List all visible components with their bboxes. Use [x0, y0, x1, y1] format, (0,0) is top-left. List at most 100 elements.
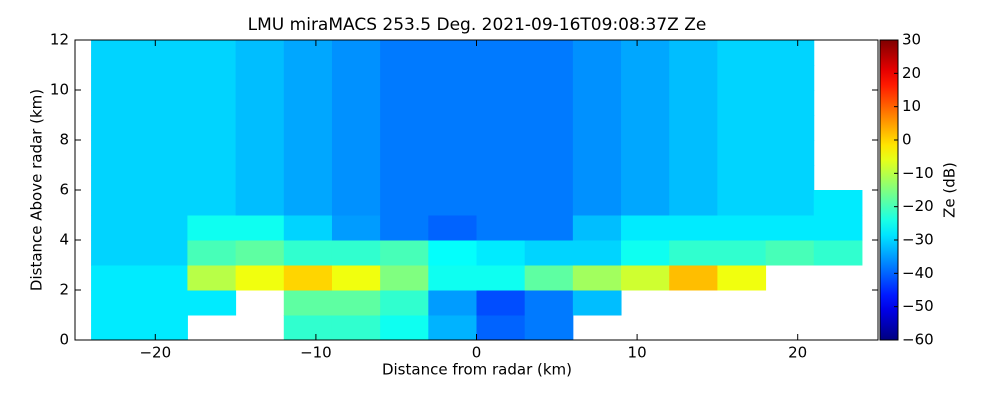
- heat-cell: [717, 115, 767, 141]
- heat-cell: [283, 265, 333, 291]
- x-tick-label: −10: [300, 344, 332, 362]
- heat-cell: [380, 115, 429, 141]
- heat-cell: [235, 215, 285, 241]
- colorbar-tick-label: −60: [902, 331, 934, 349]
- heat-cell: [669, 40, 718, 66]
- heat-cell: [283, 65, 333, 91]
- heat-cell: [717, 215, 767, 241]
- heat-cell: [524, 90, 574, 116]
- heat-cell: [621, 140, 670, 166]
- heat-cell: [91, 165, 140, 191]
- heat-cell: [331, 215, 381, 241]
- heat-cell: [524, 40, 574, 66]
- heat-cell: [524, 140, 574, 166]
- heat-cell: [765, 165, 815, 191]
- heat-cell: [621, 265, 670, 291]
- y-axis-label: Distance Above radar (km): [28, 89, 46, 291]
- colorbar-tick-label: −40: [902, 264, 934, 282]
- heat-cell: [139, 65, 188, 91]
- y-tick-label: 8: [59, 131, 69, 149]
- heat-cell: [428, 65, 477, 91]
- heat-cell: [428, 215, 477, 241]
- heat-cell: [235, 140, 285, 166]
- chart-title: LMU miraMACS 253.5 Deg. 2021-09-16T09:08…: [248, 15, 707, 35]
- heat-cell: [524, 115, 574, 141]
- heat-cell: [476, 215, 526, 241]
- heat-cell: [283, 165, 333, 191]
- heat-cell: [283, 90, 333, 116]
- heat-cell: [331, 190, 381, 216]
- x-tick-label: 0: [472, 344, 482, 362]
- heat-cell: [717, 240, 767, 266]
- heat-cell: [331, 290, 381, 316]
- heat-cell: [187, 215, 237, 241]
- heat-cell: [91, 290, 140, 316]
- heat-cell: [380, 215, 429, 241]
- heat-cell: [524, 240, 574, 266]
- colorbar-tick-label: −20: [902, 197, 934, 215]
- heat-cell: [572, 265, 622, 291]
- heat-cell: [91, 240, 140, 266]
- heat-cell: [428, 240, 477, 266]
- heat-cell: [765, 40, 815, 66]
- heat-cell: [669, 140, 718, 166]
- heat-cell: [235, 190, 285, 216]
- heat-cell: [621, 215, 670, 241]
- heat-cell: [524, 215, 574, 241]
- heat-cell: [765, 240, 815, 266]
- heat-cell: [524, 315, 574, 341]
- heat-cell: [91, 65, 140, 91]
- heat-cell: [428, 265, 477, 291]
- heat-cell: [235, 240, 285, 266]
- heat-cell: [476, 115, 526, 141]
- heat-cell: [572, 290, 622, 316]
- heat-cell: [669, 215, 718, 241]
- heat-cell: [380, 190, 429, 216]
- heat-cell: [813, 215, 863, 241]
- heat-cell: [187, 265, 237, 291]
- heat-cell: [572, 165, 622, 191]
- heat-cell: [813, 190, 863, 216]
- heat-cell: [476, 315, 526, 341]
- heat-cell: [476, 165, 526, 191]
- heat-cell: [669, 165, 718, 191]
- heat-cell: [187, 40, 237, 66]
- colorbar-tick-label: −10: [902, 164, 934, 182]
- x-tick-label: 10: [628, 344, 647, 362]
- heat-cell: [380, 165, 429, 191]
- heat-cell: [717, 140, 767, 166]
- heat-cell: [524, 165, 574, 191]
- heat-cell: [380, 140, 429, 166]
- heat-cell: [235, 165, 285, 191]
- heat-cell: [235, 90, 285, 116]
- heat-cell: [621, 40, 670, 66]
- heat-cell: [717, 90, 767, 116]
- heat-cell: [331, 65, 381, 91]
- heat-cell: [283, 190, 333, 216]
- heat-cell: [669, 90, 718, 116]
- heat-cell: [524, 290, 574, 316]
- heat-cell: [476, 240, 526, 266]
- colorbar-tick-label: −30: [902, 231, 934, 249]
- heat-cell: [428, 165, 477, 191]
- heat-cell: [283, 240, 333, 266]
- colorbar-label: Ze (dB): [941, 162, 959, 218]
- heat-cell: [187, 140, 237, 166]
- heat-cell: [139, 215, 188, 241]
- heat-cell: [476, 290, 526, 316]
- y-tick-label: 2: [59, 281, 69, 299]
- colorbar-tick-label: −50: [902, 297, 934, 315]
- heat-cell: [283, 315, 333, 341]
- heat-cell: [572, 90, 622, 116]
- heat-cell: [139, 40, 188, 66]
- heat-cell: [572, 140, 622, 166]
- heat-cell: [331, 315, 381, 341]
- heat-cell: [331, 240, 381, 266]
- heat-cell: [428, 40, 477, 66]
- heat-cell: [765, 140, 815, 166]
- heat-cell: [669, 190, 718, 216]
- heat-cell: [91, 115, 140, 141]
- heat-cell: [139, 190, 188, 216]
- heat-cell: [813, 240, 863, 266]
